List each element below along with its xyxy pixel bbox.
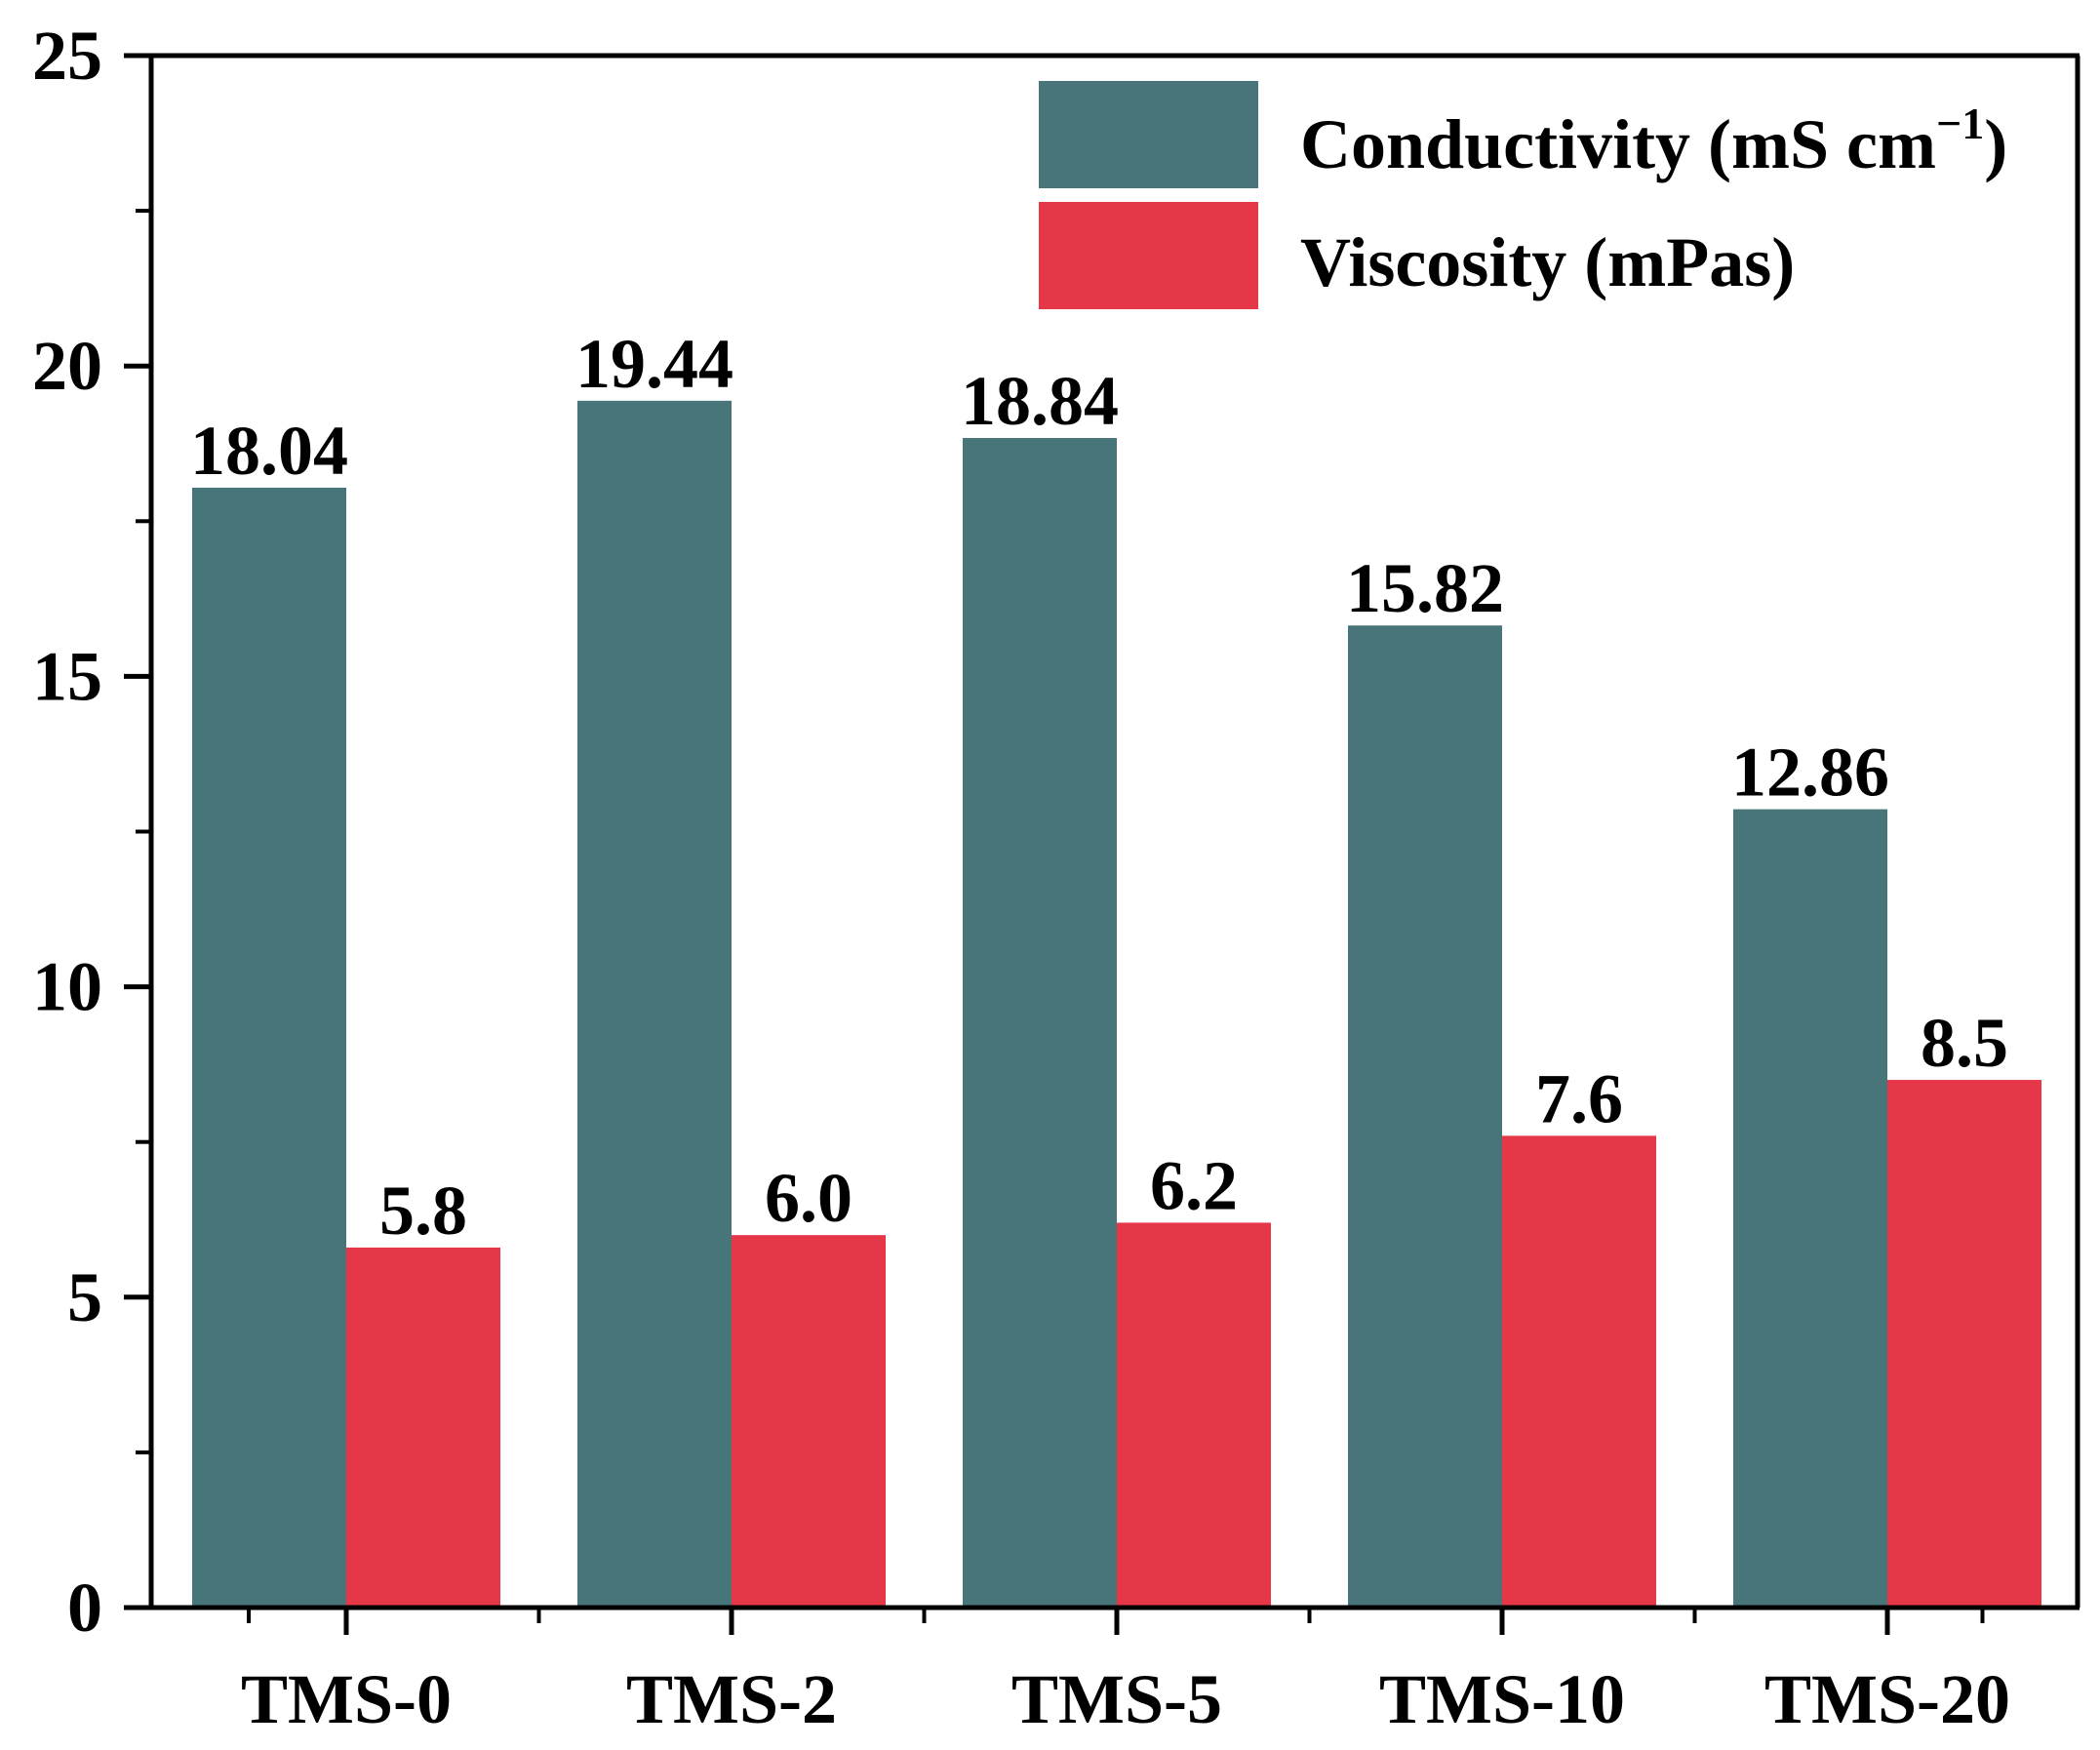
legend-label-conductivity: Conductivity (mS cm−1) <box>1300 99 2007 183</box>
x-tick-label-tms-2: TMS-2 <box>626 1660 837 1738</box>
bar-viscosity-tms-0 <box>346 1247 500 1608</box>
bar-conductivity-tms-10 <box>1348 625 1502 1608</box>
bar-viscosity-tms-10 <box>1502 1135 1656 1608</box>
y-tick-label: 20 <box>32 327 102 405</box>
y-tick-label: 10 <box>32 948 102 1026</box>
data-label-conductivity-tms-2: 19.44 <box>575 325 733 403</box>
bar-conductivity-tms-5 <box>963 438 1117 1608</box>
data-label-conductivity-tms-20: 12.86 <box>1731 734 1889 812</box>
data-label-viscosity-tms-2: 6.0 <box>765 1159 852 1237</box>
legend-label-viscosity: Viscosity (mPas) <box>1300 223 1795 301</box>
x-tick-label-tms-20: TMS-20 <box>1764 1660 2010 1738</box>
y-tick-label: 5 <box>67 1258 102 1336</box>
legend-swatch-conductivity <box>1039 81 1258 188</box>
data-label-viscosity-tms-10: 7.6 <box>1535 1059 1623 1137</box>
bar-conductivity-tms-20 <box>1733 809 1887 1608</box>
y-tick-label: 15 <box>32 637 102 715</box>
bar-conductivity-tms-0 <box>192 487 346 1609</box>
data-label-viscosity-tms-5: 6.2 <box>1150 1146 1238 1224</box>
data-label-viscosity-tms-0: 5.8 <box>379 1172 467 1250</box>
x-tick-label-tms-0: TMS-0 <box>241 1660 452 1738</box>
y-tick-label: 0 <box>67 1569 102 1647</box>
bar-viscosity-tms-5 <box>1117 1222 1271 1608</box>
bar-viscosity-tms-20 <box>1887 1080 2041 1608</box>
x-tick-label-tms-10: TMS-10 <box>1379 1660 1625 1738</box>
data-label-viscosity-tms-20: 8.5 <box>1921 1004 2008 1082</box>
x-tick-label-tms-5: TMS-5 <box>1011 1660 1222 1738</box>
data-label-conductivity-tms-10: 15.82 <box>1346 549 1504 627</box>
data-label-conductivity-tms-0: 18.04 <box>190 412 348 490</box>
bar-viscosity-tms-2 <box>732 1235 886 1608</box>
data-label-conductivity-tms-5: 18.84 <box>961 362 1119 440</box>
bar-conductivity-tms-2 <box>577 400 732 1609</box>
y-tick-label: 25 <box>32 17 102 95</box>
legend-swatch-viscosity <box>1039 202 1258 309</box>
